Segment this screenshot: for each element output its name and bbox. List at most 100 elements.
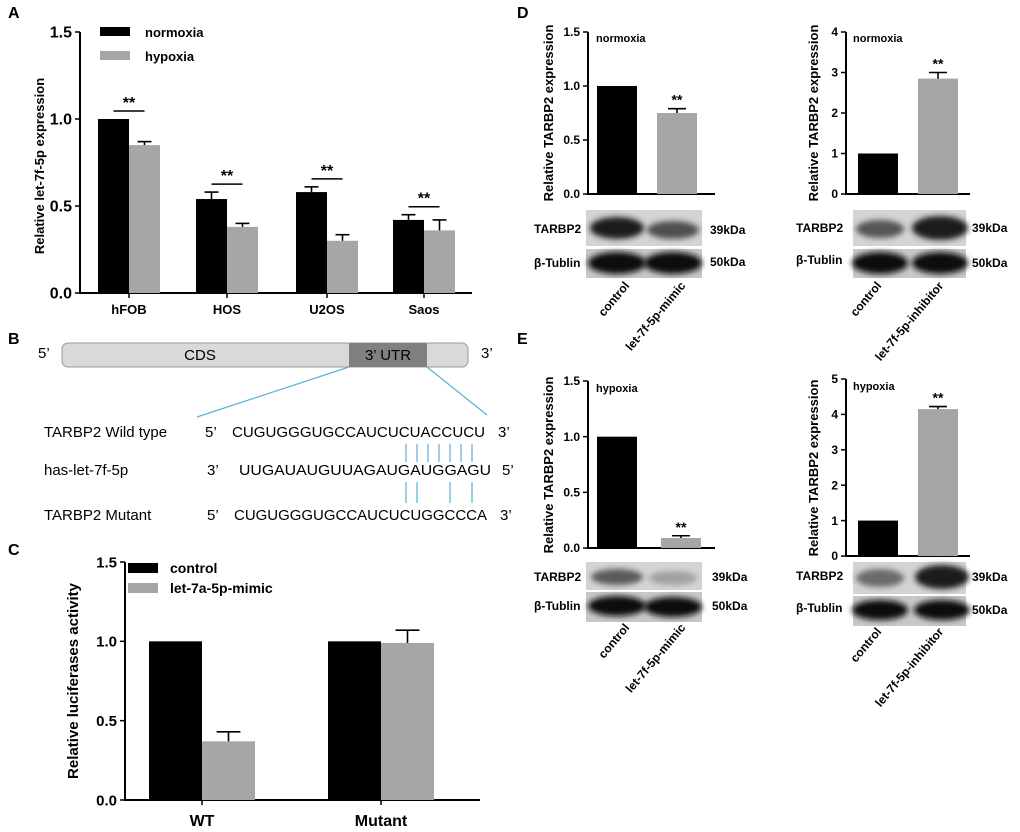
bar-c-wt-1 <box>202 741 255 800</box>
blot-d1-band-control-tublin <box>588 252 646 274</box>
chart-a: 0.0 0.5 1.0 1.5 hFOB ** HOS ** U2OS ** Saos ** Rela… <box>32 25 472 317</box>
chart-d1-ytick-label: 0.0 <box>563 187 580 201</box>
bar-e2-1 <box>918 409 958 556</box>
chart-e2: 0 1 2 3 4 5 ** hypoxia Relative TARBP2 express… <box>806 372 970 563</box>
chart-e2-ylabel: Relative TARBP2 expression <box>806 380 821 557</box>
chart-e2-ytick-label: 4 <box>831 408 838 422</box>
blot-d2-kda39: 39kDa <box>972 221 1008 235</box>
blot-d2-band-control-tublin <box>852 252 908 274</box>
blot-d2-band-inhibitor-tublin <box>912 252 968 274</box>
chart-a-xtick-label: hFOB <box>111 302 146 317</box>
chart-c-ytick-label: 0.0 <box>96 792 117 809</box>
bar-c-wt-0 <box>149 641 202 800</box>
blot-e2-band-control-tarbp2 <box>856 569 904 587</box>
significance-label: ** <box>321 163 334 180</box>
row-mirna-3prime: 3’ <box>207 462 219 479</box>
pairing-lines <box>405 444 473 503</box>
blot-e1: TARBP2 β-Tublin 39kDa 50kDa <box>534 562 748 622</box>
significance-label: ** <box>221 168 234 185</box>
chart-c-ytick-label: 0.5 <box>96 713 117 730</box>
blot-d1: TARBP2 β-Tublin 39kDa 50kDa <box>534 210 746 278</box>
row-mirna-5prime: 5’ <box>502 462 514 479</box>
lane-label-d1-1: let-7f-5p-mimic <box>623 279 689 354</box>
lane-label-d1-0: control <box>595 279 632 319</box>
bar-d1-0 <box>597 86 637 194</box>
blot-e2-label-tarbp2: TARBP2 <box>796 569 843 583</box>
chart-d2-ytick-label: 4 <box>831 25 838 39</box>
chart-e1-ytick-label: 1.5 <box>563 374 580 388</box>
bar-e2-0 <box>858 520 898 556</box>
chart-d1-ytick-label: 1.0 <box>563 79 580 93</box>
chart-a-ytick-label: 1.0 <box>50 112 72 129</box>
blot-e1-band-control-tarbp2 <box>591 569 643 585</box>
blot-e2-band-inhibitor-tublin <box>914 600 970 620</box>
chart-d2-ytick-label: 1 <box>831 147 838 161</box>
chart-d1-ylabel: Relative TARBP2 expression <box>541 25 556 202</box>
panel-letter-c: C <box>8 542 20 559</box>
lane-label-e2-0: control <box>847 625 884 665</box>
chart-a-ytick-label: 1.5 <box>50 25 72 42</box>
chart-c-ytick-label: 1.0 <box>96 634 117 651</box>
chart-e1: 0.0 0.5 1.0 1.5 ** hypoxia Relative TARBP2 e… <box>541 374 715 555</box>
bar-e1-0 <box>597 436 637 548</box>
lane-label-e1-1: let-7f-5p-mimic <box>623 621 689 696</box>
row-mirna-label: has-let-7f-5p <box>44 462 128 479</box>
blot-e1-band-mimic-tublin <box>644 597 702 617</box>
blot-e2-kda50: 50kDa <box>972 603 1008 617</box>
row-mutant-5prime: 5’ <box>207 507 219 524</box>
row-wildtype-label: TARBP2 Wild type <box>44 424 167 441</box>
chart-a-xtick-label: U2OS <box>309 302 345 317</box>
chart-e1-ylabel: Relative TARBP2 expression <box>541 377 556 554</box>
legend-c-swatch-control <box>128 563 158 573</box>
row-mutant-label: TARBP2 Mutant <box>44 507 152 524</box>
gene-3prime: 3’ <box>481 345 493 362</box>
chart-d1-ytick-label: 0.5 <box>563 133 580 147</box>
blot-d2-band-inhibitor-tarbp2 <box>912 216 968 240</box>
blot-d1-label-tarbp2: TARBP2 <box>534 222 581 236</box>
chart-c: 0.0 0.5 1.0 1.5 WT Mutant Relative luciferase… <box>65 554 480 830</box>
chart-d2-marks: 0 1 2 3 4 ** <box>831 25 958 201</box>
chart-d2-ytick-label: 3 <box>831 66 838 80</box>
legend-a-normoxia: normoxia <box>145 25 204 40</box>
blot-d1-band-control-tarbp2 <box>590 217 644 239</box>
chart-a-xtick-label: HOS <box>213 302 242 317</box>
bar-d2-0 <box>858 153 898 194</box>
blot-e2-band-control-tublin <box>852 600 908 620</box>
blot-e2-kda39: 39kDa <box>972 570 1008 584</box>
gene-5prime: 5’ <box>38 345 50 362</box>
lane-label-e1-0: control <box>595 621 632 661</box>
blot-e1-label-tublin: β-Tublin <box>534 599 580 613</box>
blot-d2-label-tarbp2: TARBP2 <box>796 221 843 235</box>
blot-d2-kda50: 50kDa <box>972 256 1008 270</box>
chart-d1-marks: 0.0 0.5 1.0 1.5 ** <box>563 25 697 201</box>
chart-c-ytick-label: 1.5 <box>96 554 117 571</box>
bar-a-hfob-0 <box>98 119 129 293</box>
chart-d2-condition: normoxia <box>853 33 903 45</box>
chart-a-ylabel: Relative let-7f-5p expression <box>32 78 47 254</box>
legend-c-swatch-mimic <box>128 583 158 593</box>
row-mirna-sequence: UUGAUAUGUUAGAUGAUGGAGU <box>239 462 491 479</box>
row-wildtype-5prime: 5’ <box>205 424 217 441</box>
chart-d1: 0.0 0.5 1.0 1.5 ** normoxia Relative TARBP2 … <box>541 25 715 202</box>
lane-label-e2-1: let-7f-5p-inhibitor <box>872 625 946 710</box>
legend-c-mimic: let-7a-5p-mimic <box>170 580 273 596</box>
legend-a-hypoxia: hypoxia <box>145 49 195 64</box>
bar-d1-1 <box>657 113 697 194</box>
row-wildtype-3prime: 3’ <box>498 424 510 441</box>
chart-e2-condition: hypoxia <box>853 381 895 393</box>
lane-label-d2-0: control <box>847 279 884 319</box>
blot-e1-label-tarbp2: TARBP2 <box>534 570 581 584</box>
zoom-line-right <box>426 366 488 416</box>
blot-d1-kda39: 39kDa <box>710 223 746 237</box>
bar-a-saos-1 <box>424 230 455 293</box>
bar-c-mutant-1 <box>381 642 434 800</box>
chart-e1-ytick-label: 0.5 <box>563 486 580 500</box>
chart-a-xtick-label: Saos <box>408 302 439 317</box>
chart-d2: 0 1 2 3 4 ** normoxia Relative TARBP2 express… <box>806 25 970 201</box>
significance-label: ** <box>933 390 944 406</box>
chart-e2-ytick-label: 2 <box>831 478 838 492</box>
legend-a-swatch-normoxia <box>100 27 130 36</box>
blot-d1-label-tublin: β-Tublin <box>534 256 580 270</box>
blot-d1-band-mimic-tublin <box>644 252 702 274</box>
